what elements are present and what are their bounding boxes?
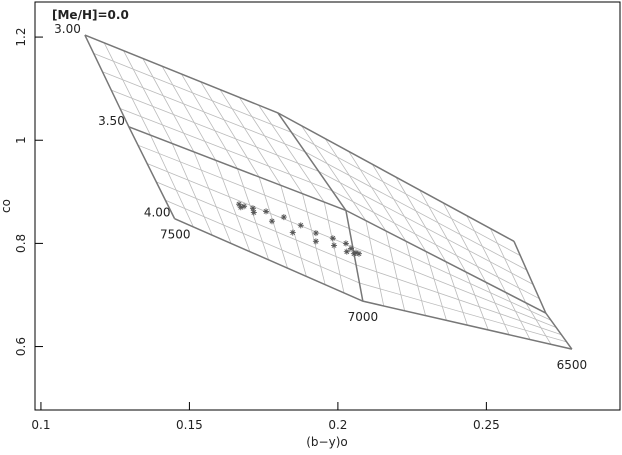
fine-grid-line [490, 228, 552, 345]
cross-line-label: 7500 [160, 228, 191, 242]
x-tick-label: 0.1 [31, 418, 50, 432]
data-point [343, 248, 350, 255]
chart-title: [Me/H]=0.0 [52, 8, 129, 22]
data-point [250, 209, 257, 216]
fine-grid-line [181, 73, 270, 261]
x-tick-label: 0.15 [176, 418, 203, 432]
data-point [329, 235, 336, 242]
cross-line [84, 34, 176, 219]
cross-line [277, 112, 364, 302]
data-point [297, 222, 304, 229]
grid-line-label: 3.50 [98, 114, 125, 128]
data-point [237, 204, 244, 211]
grid-line [174, 217, 573, 350]
grid-line [128, 126, 547, 314]
data-point [312, 230, 319, 237]
data-point [241, 203, 248, 210]
data-point [280, 214, 287, 221]
fine-grid-line [419, 189, 489, 331]
fine-grid-line [395, 176, 468, 326]
grid-line-label: 4.00 [144, 206, 171, 220]
data-point [347, 245, 354, 252]
x-axis-label: (b−y)o [306, 435, 347, 449]
data-point [331, 242, 338, 249]
data-point [236, 201, 243, 208]
x-tick-label: 0.2 [328, 418, 347, 432]
fine-grid-line [258, 104, 345, 293]
x-tick-label: 0.25 [473, 418, 500, 432]
cross-line-label: 6500 [557, 358, 588, 372]
data-point [350, 250, 357, 257]
data-point [342, 240, 349, 247]
fine-grid-line [137, 144, 552, 321]
y-tick-label: 1 [14, 136, 28, 144]
y-axis-label: co [0, 199, 13, 213]
cross-line-label: 7000 [348, 310, 379, 324]
data-point [353, 249, 360, 256]
cross-line [513, 241, 573, 350]
data-point [312, 238, 319, 245]
y-tick-label: 1.2 [14, 28, 28, 47]
grid-line-label: 3.00 [54, 22, 81, 36]
data-point [355, 250, 362, 257]
data-point [263, 208, 270, 215]
fine-grid-line [442, 202, 510, 335]
data-point [249, 205, 256, 212]
y-tick-label: 0.6 [14, 337, 28, 356]
data-point [268, 218, 275, 225]
plot-frame [34, 1, 621, 411]
fine-grid-line [161, 65, 251, 252]
data-point [289, 229, 296, 236]
y-tick-label: 0.8 [14, 234, 28, 253]
